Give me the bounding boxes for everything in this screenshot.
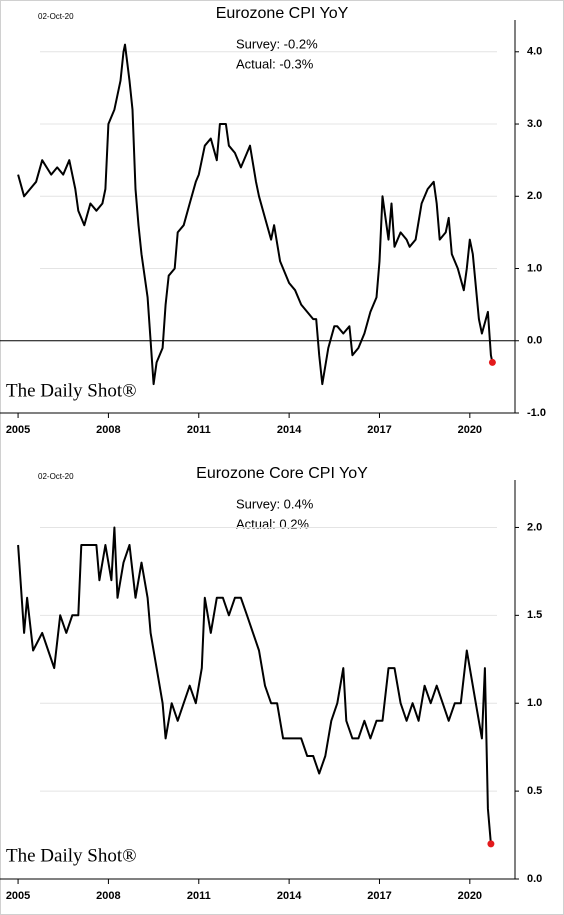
date-label: 02-Oct-20	[38, 472, 74, 481]
chart-title: Eurozone Core CPI YoY	[196, 465, 368, 482]
y-tick-label: 0.0	[527, 335, 542, 347]
date-label: 02-Oct-20	[38, 12, 74, 21]
y-tick-label: 4.0	[527, 46, 542, 58]
annotation: Survey: 0.4%	[236, 496, 314, 511]
annotation: Survey: -0.2%	[236, 36, 318, 51]
x-tick-label: 2005	[6, 890, 30, 902]
x-tick-label: 2011	[187, 890, 211, 902]
annotation: Actual: 0.2%	[236, 516, 309, 531]
y-tick-label: 0.5	[527, 785, 542, 797]
series-line	[17, 526, 492, 844]
y-tick-label: 3.0	[527, 118, 542, 130]
x-tick-label: 2005	[6, 424, 30, 436]
series-line	[17, 43, 494, 386]
y-tick-label: -1.0	[527, 407, 546, 419]
source-brand: The Daily Shot®	[6, 845, 137, 866]
x-tick-label: 2014	[277, 890, 302, 902]
x-tick-label: 2017	[367, 890, 391, 902]
annotation: Actual: -0.3%	[236, 56, 314, 71]
x-tick-label: 2020	[458, 424, 482, 436]
x-tick-label: 2020	[458, 890, 482, 902]
x-tick-label: 2008	[96, 890, 120, 902]
y-tick-label: 1.0	[527, 697, 542, 709]
y-tick-label: 2.0	[527, 521, 542, 533]
x-tick-label: 2008	[96, 424, 120, 436]
last-point	[488, 358, 496, 366]
last-point	[487, 840, 495, 848]
y-tick-label: 0.0	[527, 873, 542, 885]
chart-title: Eurozone CPI YoY	[216, 5, 349, 22]
source-brand: The Daily Shot®	[6, 380, 137, 401]
x-tick-label: 2011	[187, 424, 211, 436]
x-tick-label: 2014	[277, 424, 302, 436]
y-tick-label: 1.0	[527, 262, 542, 274]
x-tick-label: 2017	[367, 424, 391, 436]
y-tick-label: 2.0	[527, 190, 542, 202]
y-tick-label: 1.5	[527, 609, 542, 621]
